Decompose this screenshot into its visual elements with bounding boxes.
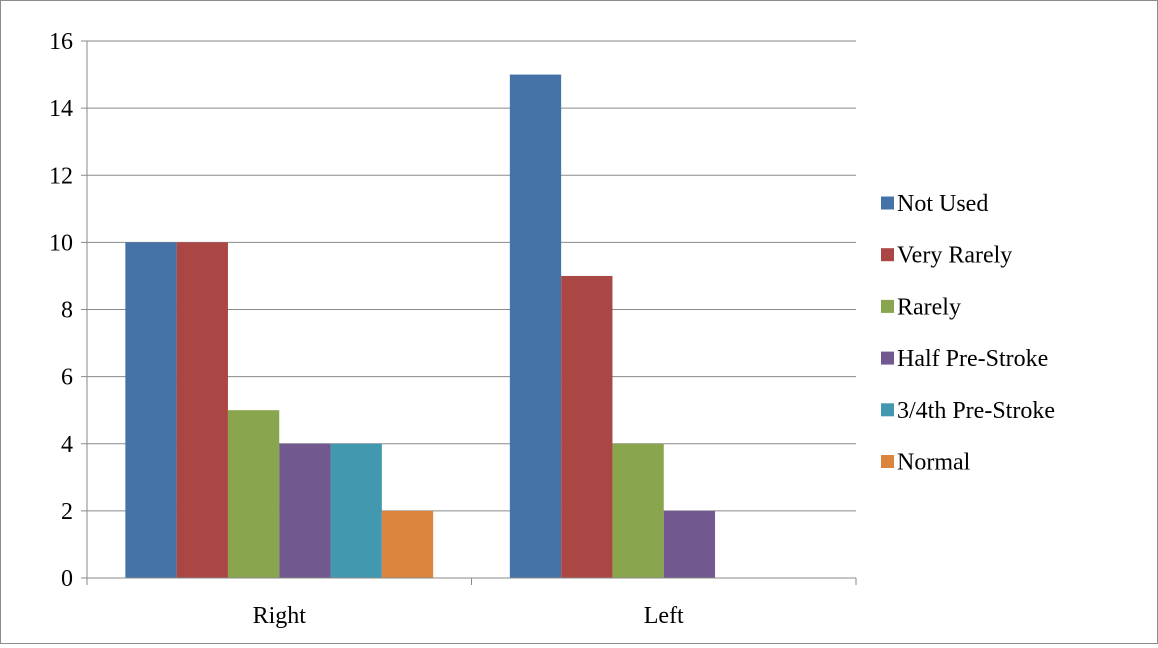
bar (663, 510, 716, 578)
legend-swatch (881, 299, 894, 313)
x-category-label: Left (644, 603, 684, 629)
legend-swatch (881, 351, 894, 365)
bar (227, 410, 280, 578)
legend-swatch (881, 248, 894, 262)
legend-label: Normal (897, 450, 971, 476)
y-tick-label: 10 (49, 230, 73, 256)
bar (125, 242, 177, 578)
legend-swatch (881, 455, 894, 468)
y-tick-label: 0 (61, 566, 73, 592)
y-tick-label: 14 (49, 96, 73, 122)
legend: Not Used Very Rarely Rarely Half Pre-Stroke… (881, 191, 1055, 476)
bar (612, 443, 664, 578)
bar (561, 275, 613, 578)
bar (381, 510, 434, 578)
axes: 0 2 4 6 8 10 12 14 16 Right Left (49, 29, 857, 629)
legend-swatch (881, 403, 894, 417)
legend-label: Not Used (897, 191, 988, 217)
y-tick-label: 6 (61, 365, 73, 391)
legend-label: Rarely (897, 294, 961, 320)
y-tick-label: 4 (61, 432, 73, 458)
bar (176, 242, 228, 578)
y-tick-label: 16 (49, 29, 73, 55)
x-category-label: Right (253, 603, 307, 629)
bar (330, 443, 382, 578)
legend-swatch (881, 196, 894, 210)
legend-label: Very Rarely (897, 243, 1012, 269)
y-tick-label: 12 (49, 163, 73, 189)
legend-label: 3/4th Pre-Stroke (897, 398, 1055, 424)
bar (509, 74, 562, 578)
y-tick-label: 2 (61, 499, 73, 525)
bars (125, 74, 716, 578)
legend-label: Half Pre-Stroke (897, 346, 1048, 372)
bar (279, 443, 331, 578)
y-tick-label: 8 (61, 298, 73, 324)
